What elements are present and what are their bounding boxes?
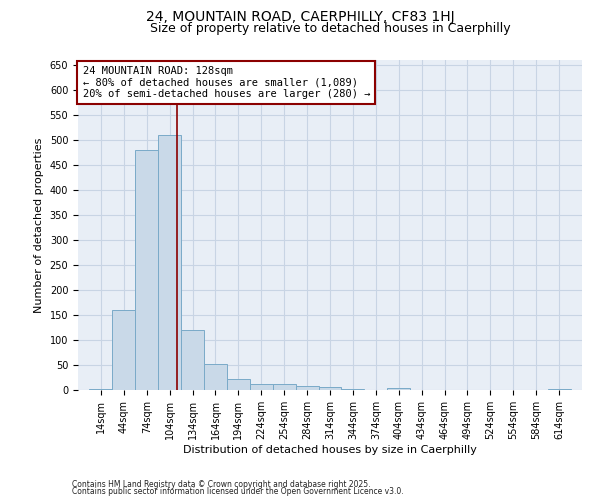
- Bar: [341, 388, 364, 390]
- Bar: [548, 388, 571, 390]
- Bar: [204, 364, 227, 390]
- Y-axis label: Number of detached properties: Number of detached properties: [34, 138, 44, 312]
- Title: Size of property relative to detached houses in Caerphilly: Size of property relative to detached ho…: [149, 22, 511, 35]
- X-axis label: Distribution of detached houses by size in Caerphilly: Distribution of detached houses by size …: [183, 444, 477, 454]
- Bar: [89, 388, 112, 390]
- Bar: [135, 150, 158, 390]
- Bar: [112, 310, 135, 390]
- Bar: [250, 384, 273, 390]
- Bar: [181, 330, 204, 390]
- Bar: [296, 386, 319, 390]
- Bar: [227, 379, 250, 390]
- Bar: [273, 384, 296, 390]
- Text: Contains HM Land Registry data © Crown copyright and database right 2025.: Contains HM Land Registry data © Crown c…: [72, 480, 371, 489]
- Text: 24, MOUNTAIN ROAD, CAERPHILLY, CF83 1HJ: 24, MOUNTAIN ROAD, CAERPHILLY, CF83 1HJ: [146, 10, 454, 24]
- Bar: [158, 135, 181, 390]
- Bar: [319, 387, 341, 390]
- Text: 24 MOUNTAIN ROAD: 128sqm
← 80% of detached houses are smaller (1,089)
20% of sem: 24 MOUNTAIN ROAD: 128sqm ← 80% of detach…: [83, 66, 370, 99]
- Text: Contains public sector information licensed under the Open Government Licence v3: Contains public sector information licen…: [72, 488, 404, 496]
- Bar: [387, 388, 410, 390]
